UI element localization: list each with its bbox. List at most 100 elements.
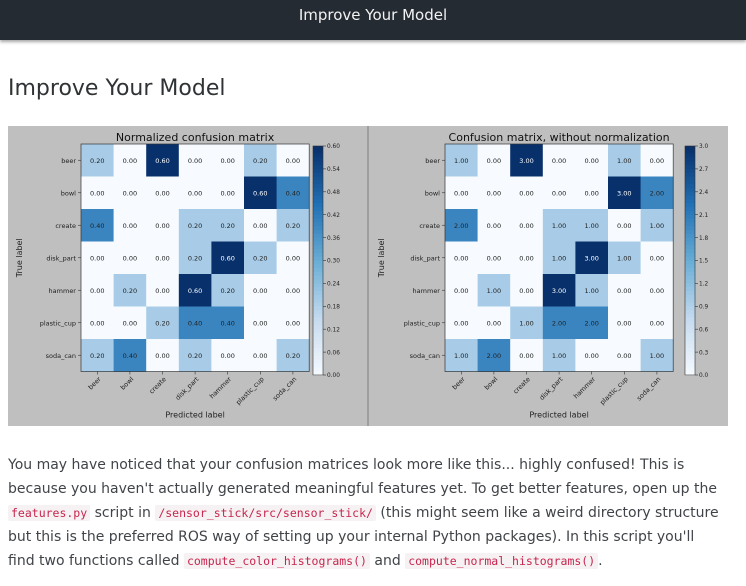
- matrix-2-cell-label: 0.00: [519, 352, 533, 360]
- confusion-matrix-svg: Normalized confusion matrix 0.20 0.00 0.60 0…: [15, 126, 709, 426]
- matrix-2-cell: [575, 339, 609, 372]
- code-sensor-stick-path: /sensor_stick/src/sensor_stick/: [155, 505, 376, 521]
- colorbar-1-segment: [313, 294, 323, 300]
- matrix-2-cell: [445, 144, 478, 177]
- colorbar-2-segment: [685, 359, 695, 365]
- matrix-1-cell: [146, 176, 180, 210]
- panel-divider: [367, 126, 369, 426]
- matrix-2-cell: [510, 209, 544, 242]
- matrix-1-cell: [244, 274, 277, 307]
- matrix-1-cell: [113, 209, 147, 242]
- matrix-2-cell-label: 3.00: [552, 287, 566, 295]
- matrix-1-cell: [178, 176, 212, 210]
- colorbar-2-segment: [685, 157, 695, 162]
- colorbar-1-segment: [313, 321, 323, 326]
- matrix-1-cell: [244, 144, 277, 177]
- colorbar-1-segment: [313, 348, 323, 353]
- colorbar-2-segment: [685, 260, 695, 265]
- colorbar-2-segment: [685, 241, 695, 246]
- colorbar-1-segment: [313, 275, 323, 281]
- colorbar-2-segment: [685, 256, 695, 262]
- matrix-2-cell: [608, 144, 641, 177]
- matrix-2-cell-label: 0.00: [650, 254, 664, 262]
- matrix-1-cell: [113, 339, 147, 372]
- matrix-2-y-tick-label: soda_can: [410, 352, 440, 360]
- matrix-2-cell-label: 0.00: [617, 352, 631, 360]
- matrix-2-cell: [477, 176, 511, 210]
- matrix-1-cell-label: 0.20: [220, 222, 234, 230]
- matrix-1-cell-label: 0.00: [188, 189, 202, 197]
- colorbar-2-segment: [685, 187, 695, 193]
- matrix-2-cell: [445, 241, 478, 275]
- matrix-2-cell: [445, 274, 478, 307]
- colorbar-1-tick-label: 0.36: [327, 236, 340, 242]
- matrix-2-cell: [477, 144, 511, 177]
- matrix-2-cell-label: 1.00: [584, 287, 598, 295]
- matrix-2-cell-label: 3.00: [617, 189, 631, 197]
- colorbar-1-segment: [313, 325, 323, 330]
- matrix-2-cell-label: 0.00: [487, 222, 501, 230]
- matrix-1-cell-label: 0.40: [90, 222, 104, 230]
- matrix-1-cell: [276, 339, 310, 372]
- matrix-2-cell: [640, 209, 674, 242]
- matrix-2-cell: [510, 176, 544, 210]
- matrix-2-cell: [510, 306, 544, 340]
- colorbar-1-segment: [313, 291, 323, 296]
- colorbar-2-segment: [685, 325, 695, 330]
- matrix-1-cell-label: 0.20: [90, 157, 104, 165]
- matrix-2-x-tick-label: bowl: [483, 375, 500, 392]
- matrix-1-x-tick-label: plastic_cup: [234, 375, 265, 406]
- matrix-1-cell-label: 0.20: [286, 222, 300, 230]
- colorbar-1-tick-label: 0.42: [327, 213, 340, 219]
- colorbar-2-segment: [685, 195, 695, 201]
- matrix-1-cell: [211, 176, 245, 210]
- colorbar-2-tick-label: 3.0: [699, 144, 709, 150]
- matrix-1-cell: [244, 339, 277, 372]
- matrix-2-cell: [510, 241, 544, 275]
- matrix-1-cell: [146, 144, 180, 177]
- matrix-2-cell-label: 0.00: [617, 319, 631, 327]
- colorbar-1-segment: [313, 333, 323, 338]
- paragraph-text-5: .: [598, 553, 603, 569]
- colorbar-2-segment: [685, 153, 695, 159]
- colorbar-1-segment: [313, 207, 323, 212]
- colorbar-1-segment: [313, 302, 323, 307]
- matrix-1-cell-label: 0.60: [220, 254, 234, 262]
- colorbar-2-segment: [685, 310, 695, 315]
- matrix-2-cell: [640, 241, 674, 275]
- colorbar-1-segment: [313, 264, 323, 269]
- colorbar-1-segment: [313, 187, 323, 193]
- colorbar-1-segment: [313, 336, 323, 342]
- colorbar-1-tick-label: 0.12: [327, 327, 340, 333]
- matrix-2-cell-label: 0.00: [617, 287, 631, 295]
- colorbar-1-segment: [313, 226, 323, 231]
- matrix-1-cell: [276, 144, 310, 177]
- colorbar-2-segment: [685, 367, 695, 372]
- colorbar-2-segment: [685, 294, 695, 300]
- matrix-2-cell-label: 0.00: [454, 319, 468, 327]
- matrix-2-cell: [477, 339, 511, 372]
- colorbar-2-segment: [685, 333, 695, 338]
- matrix-2-cell: [575, 209, 609, 242]
- colorbar-1-segment: [313, 287, 323, 292]
- matrix-1-x-tick-label: hammer: [208, 375, 233, 400]
- matrix-title-1: Normalized confusion matrix: [116, 131, 275, 144]
- colorbar-1-segment: [313, 352, 323, 357]
- matrix-2-cell: [445, 306, 478, 340]
- matrix-2-cell: [575, 176, 609, 210]
- matrix-1-cell-label: 0.20: [188, 352, 202, 360]
- matrix-2-cell-label: 3.00: [519, 157, 533, 165]
- colorbar-1-segment: [313, 222, 323, 227]
- colorbar-2-segment: [685, 348, 695, 353]
- matrix-2-cell: [542, 306, 576, 340]
- matrix-2-cell: [510, 144, 544, 177]
- colorbar-1-segment: [313, 149, 323, 155]
- matrix-1-cell-label: 0.00: [253, 352, 267, 360]
- colorbar-1-tick-label: 0.18: [327, 305, 340, 311]
- matrix-2-cell: [640, 176, 674, 210]
- colorbar-2-segment: [685, 321, 695, 326]
- colorbar-2-segment: [685, 317, 695, 323]
- matrix-2-cell: [575, 241, 609, 275]
- matrix-2-cell: [477, 241, 511, 275]
- colorbar-1-segment: [313, 191, 323, 197]
